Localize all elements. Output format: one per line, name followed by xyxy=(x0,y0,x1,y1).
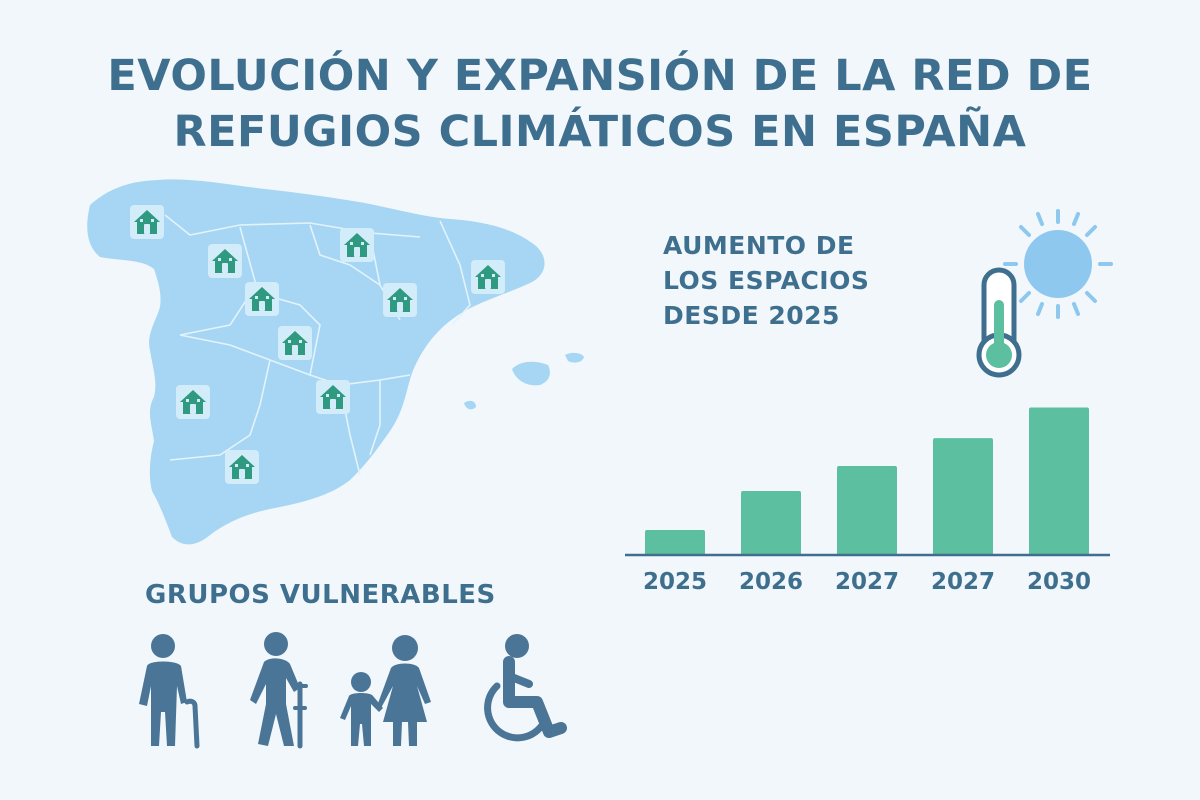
bar-2 xyxy=(741,491,801,555)
x-tick-label-2: 2026 xyxy=(739,569,803,595)
house-icon xyxy=(245,282,279,316)
bar-5 xyxy=(1029,407,1089,555)
x-tick-label-4: 2027 xyxy=(931,569,995,595)
bar-chart-title-line-3: DESDE 2025 xyxy=(663,301,840,330)
house-icon xyxy=(176,385,210,419)
thermometer-icon xyxy=(976,267,1022,378)
house-icon xyxy=(471,260,505,294)
bar-chart-title: AUMENTO DE LOS ESPACIOS DESDE 2025 xyxy=(663,228,869,333)
weather-illustration xyxy=(976,209,1113,378)
house-icon xyxy=(208,244,242,278)
bar-chart: 2025 2026 2027 2027 2030 xyxy=(625,407,1110,595)
sun-icon xyxy=(1003,209,1113,319)
bar-4 xyxy=(933,438,993,555)
balearic-ibiza-shape xyxy=(464,400,476,410)
bar-1 xyxy=(645,529,705,555)
page-title-line-1: EVOLUCIÓN Y EXPANSIÓN DE LA RED DE xyxy=(107,51,1093,101)
page-title-line-2: REFUGIOS CLIMÁTICOS EN ESPAÑA xyxy=(173,107,1027,157)
vulnerable-groups-icons xyxy=(125,628,585,753)
x-tick-label-1: 2025 xyxy=(643,569,707,595)
x-tick-label-5: 2030 xyxy=(1027,569,1091,595)
elderly-person-icon xyxy=(139,634,200,749)
balearic-menorca-shape xyxy=(565,352,584,363)
spain-map xyxy=(87,179,584,545)
house-icon xyxy=(340,228,374,262)
page-title: EVOLUCIÓN Y EXPANSIÓN DE LA RED DE REFUG… xyxy=(0,48,1200,160)
bar-chart-title-line-2: LOS ESPACIOS xyxy=(663,266,870,295)
house-icon xyxy=(278,326,312,360)
spain-mainland-shape xyxy=(87,179,545,545)
parent-with-child-icon xyxy=(340,635,431,746)
groups-title: GRUPOS VULNERABLES xyxy=(145,580,496,610)
house-icon xyxy=(130,205,164,239)
wheelchair-icon xyxy=(484,634,567,742)
house-icon xyxy=(383,283,417,317)
house-icon xyxy=(316,380,350,414)
balearic-mallorca-shape xyxy=(512,361,550,386)
bar-chart-title-line-1: AUMENTO DE xyxy=(663,231,855,260)
x-tick-label-3: 2027 xyxy=(835,569,899,595)
refuge-markers xyxy=(130,205,505,484)
house-icon xyxy=(225,450,259,484)
bar-3 xyxy=(837,465,897,555)
person-with-crutch-icon xyxy=(250,632,308,749)
